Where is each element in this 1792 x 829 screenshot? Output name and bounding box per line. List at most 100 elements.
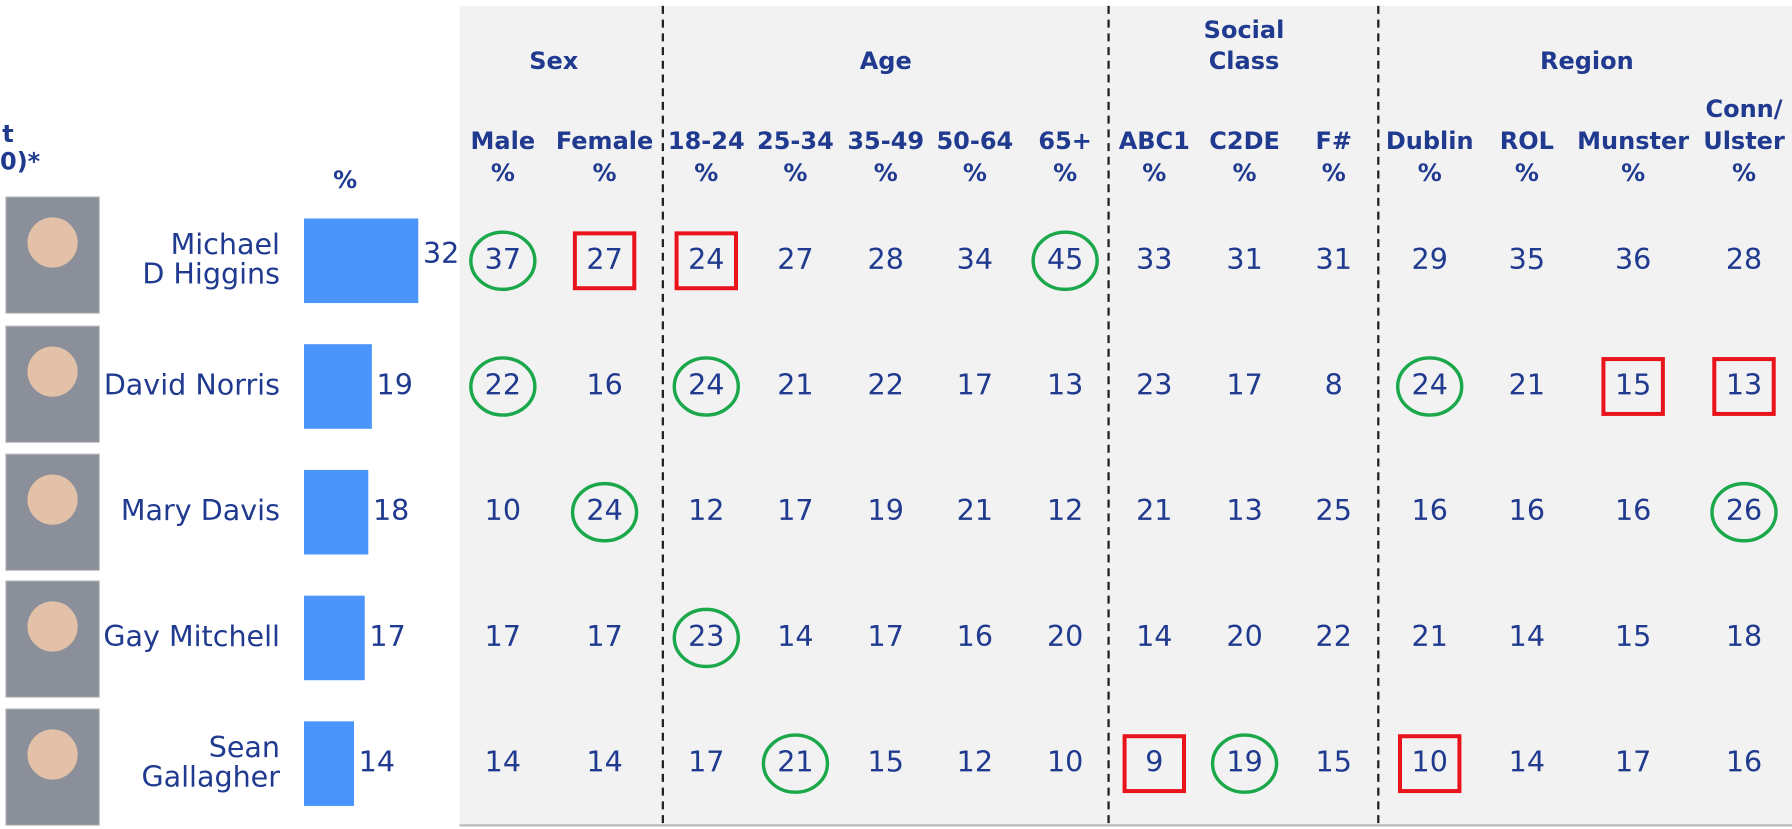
cell-value: 21 [1509,368,1545,402]
column-label: Ulster [1703,127,1785,155]
cell-value: 14 [586,745,622,779]
group-label: Class [1209,47,1280,75]
cell-value: 21 [777,745,813,779]
cell-value: 24 [688,242,724,276]
cell-value: 26 [1726,493,1762,527]
cell-value: 24 [688,368,724,402]
highlight-circle [1395,356,1464,417]
cell-value: 13 [1726,368,1762,402]
column-label: ROL [1500,127,1554,155]
group-label: Sex [529,47,579,75]
cell-value: 21 [1136,493,1172,527]
cell-value: 31 [1316,242,1352,276]
cell-value: 9 [1145,745,1163,779]
cell-value: 14 [1136,619,1172,653]
column-unit: % [963,159,987,187]
highlight-circle [1710,481,1778,543]
cell-value: 17 [957,368,993,402]
total-value: 32 [423,236,459,270]
cell-value: 37 [485,242,521,276]
column-unit: % [874,159,898,187]
column-unit: % [1732,159,1756,187]
candidate-name: Michael [171,227,280,261]
cell-value: 35 [1509,242,1545,276]
group-label: Social [1204,16,1285,44]
cell-value: 45 [1047,242,1083,276]
cell-value: 23 [1136,368,1172,402]
cell-value: 22 [485,368,521,402]
cell-value: 14 [1509,745,1545,779]
total-value: 17 [369,619,405,653]
header-fragment: t [2,120,13,148]
cell-value: 17 [586,619,622,653]
highlight-box [1397,734,1462,794]
column-label: ABC1 [1119,127,1190,155]
total-bar [304,218,419,304]
cell-value: 27 [586,242,622,276]
cell-value: 22 [1316,619,1352,653]
highlight-circle [469,356,537,417]
highlight-circle [672,356,740,417]
cell-value: 10 [485,493,521,527]
group-label: Age [860,47,912,75]
cell-value: 13 [1047,368,1083,402]
cell-value: 8 [1325,368,1343,402]
column-label: Male [471,127,536,155]
column-unit: % [1418,159,1442,187]
cell-value: 14 [777,619,813,653]
column-label: 65+ [1038,127,1092,155]
column-label: Conn/ [1705,95,1782,123]
cell-value: 13 [1226,493,1262,527]
highlight-box [572,231,637,291]
cell-value: 34 [957,242,993,276]
photo-face [27,474,78,525]
cell-value: 14 [485,745,521,779]
column-unit: % [1515,159,1539,187]
cell-value: 28 [1726,242,1762,276]
cell-value: 12 [1047,493,1083,527]
cell-value: 15 [1316,745,1352,779]
cell-value: 36 [1615,242,1651,276]
column-unit: % [1053,159,1077,187]
cell-value: 17 [868,619,904,653]
cell-value: 19 [868,493,904,527]
cell-value: 16 [1509,493,1545,527]
cell-value: 23 [688,619,724,653]
cell-value: 27 [777,242,813,276]
total-value: 18 [373,493,409,527]
cell-value: 25 [1316,493,1352,527]
photo-face [27,217,78,268]
highlight-box [674,231,738,291]
cell-value: 21 [777,368,813,402]
cell-value: 18 [1726,619,1762,653]
cell-value: 17 [485,619,521,653]
column-unit: % [1621,159,1645,187]
cell-value: 17 [1615,745,1651,779]
highlight-circle [761,733,830,794]
column-unit: % [694,159,718,187]
cell-value: 20 [1226,619,1262,653]
total-value: 19 [377,368,413,402]
cell-value: 20 [1047,619,1083,653]
cell-value: 10 [1412,745,1448,779]
column-unit: % [783,159,807,187]
candidate-name: Sean [209,730,280,764]
header-fragment: 0)* [0,148,41,176]
candidate-name: David Norris [104,368,280,402]
cell-value: 15 [1615,619,1651,653]
highlight-circle [1210,733,1279,794]
cell-value: 16 [957,619,993,653]
cell-value: 16 [1726,745,1762,779]
cell-value: 17 [777,493,813,527]
highlight-circle [1031,230,1099,292]
cell-value: 16 [1615,493,1651,527]
photo-face [27,729,78,780]
photo-face [27,346,78,397]
column-label: F# [1315,127,1352,155]
highlight-box [1601,357,1665,416]
cell-value: 10 [1047,745,1083,779]
cell-value: 12 [688,493,724,527]
column-label: 35-49 [847,127,924,155]
candidate-name: D Higgins [142,257,280,291]
